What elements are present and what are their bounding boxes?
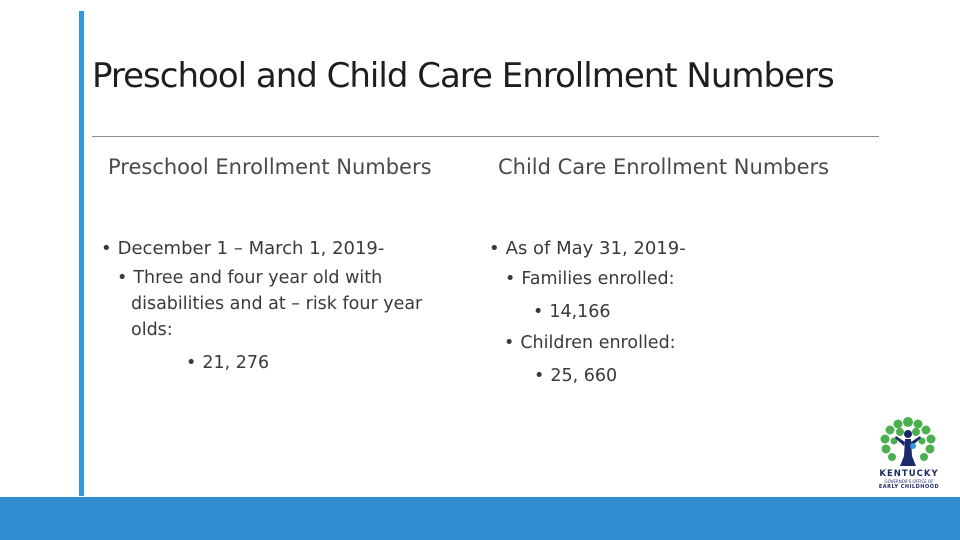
logo-line1: GOVERNOR'S OFFICE OF [884, 479, 934, 484]
child-care-heading: Child Care Enrollment Numbers [498, 155, 830, 179]
preschool-date-item: December 1 – March 1, 2019- [101, 236, 385, 262]
child-care-date-item: As of May 31, 2019- [489, 236, 686, 262]
preschool-value-item: 21, 276 [186, 350, 269, 376]
logo-name: KENTUCKY [879, 469, 939, 479]
logo-wordmark: KENTUCKY GOVERNOR'S OFFICE OF EARLY CHIL… [874, 469, 944, 490]
preschool-desc-line3: olds: [131, 320, 173, 340]
logo-line2: EARLY CHILDHOOD [878, 484, 940, 490]
children-value-item: 25, 660 [534, 363, 617, 389]
footer-band [0, 497, 960, 540]
children-label-item: Children enrolled: [504, 330, 675, 356]
families-label-item: Families enrolled: [505, 266, 674, 292]
slide-title: Preschool and Child Care Enrollment Numb… [92, 56, 835, 96]
families-value-item: 14,166 [533, 299, 610, 325]
left-accent-bar [79, 11, 84, 496]
preschool-heading: Preschool Enrollment Numbers [108, 155, 432, 179]
preschool-desc-item: Three and four year old with [117, 265, 382, 291]
preschool-desc-line2: disabilities and at – risk four year [131, 294, 423, 314]
kentucky-tree-logo-icon [880, 417, 936, 466]
title-divider [92, 136, 879, 137]
